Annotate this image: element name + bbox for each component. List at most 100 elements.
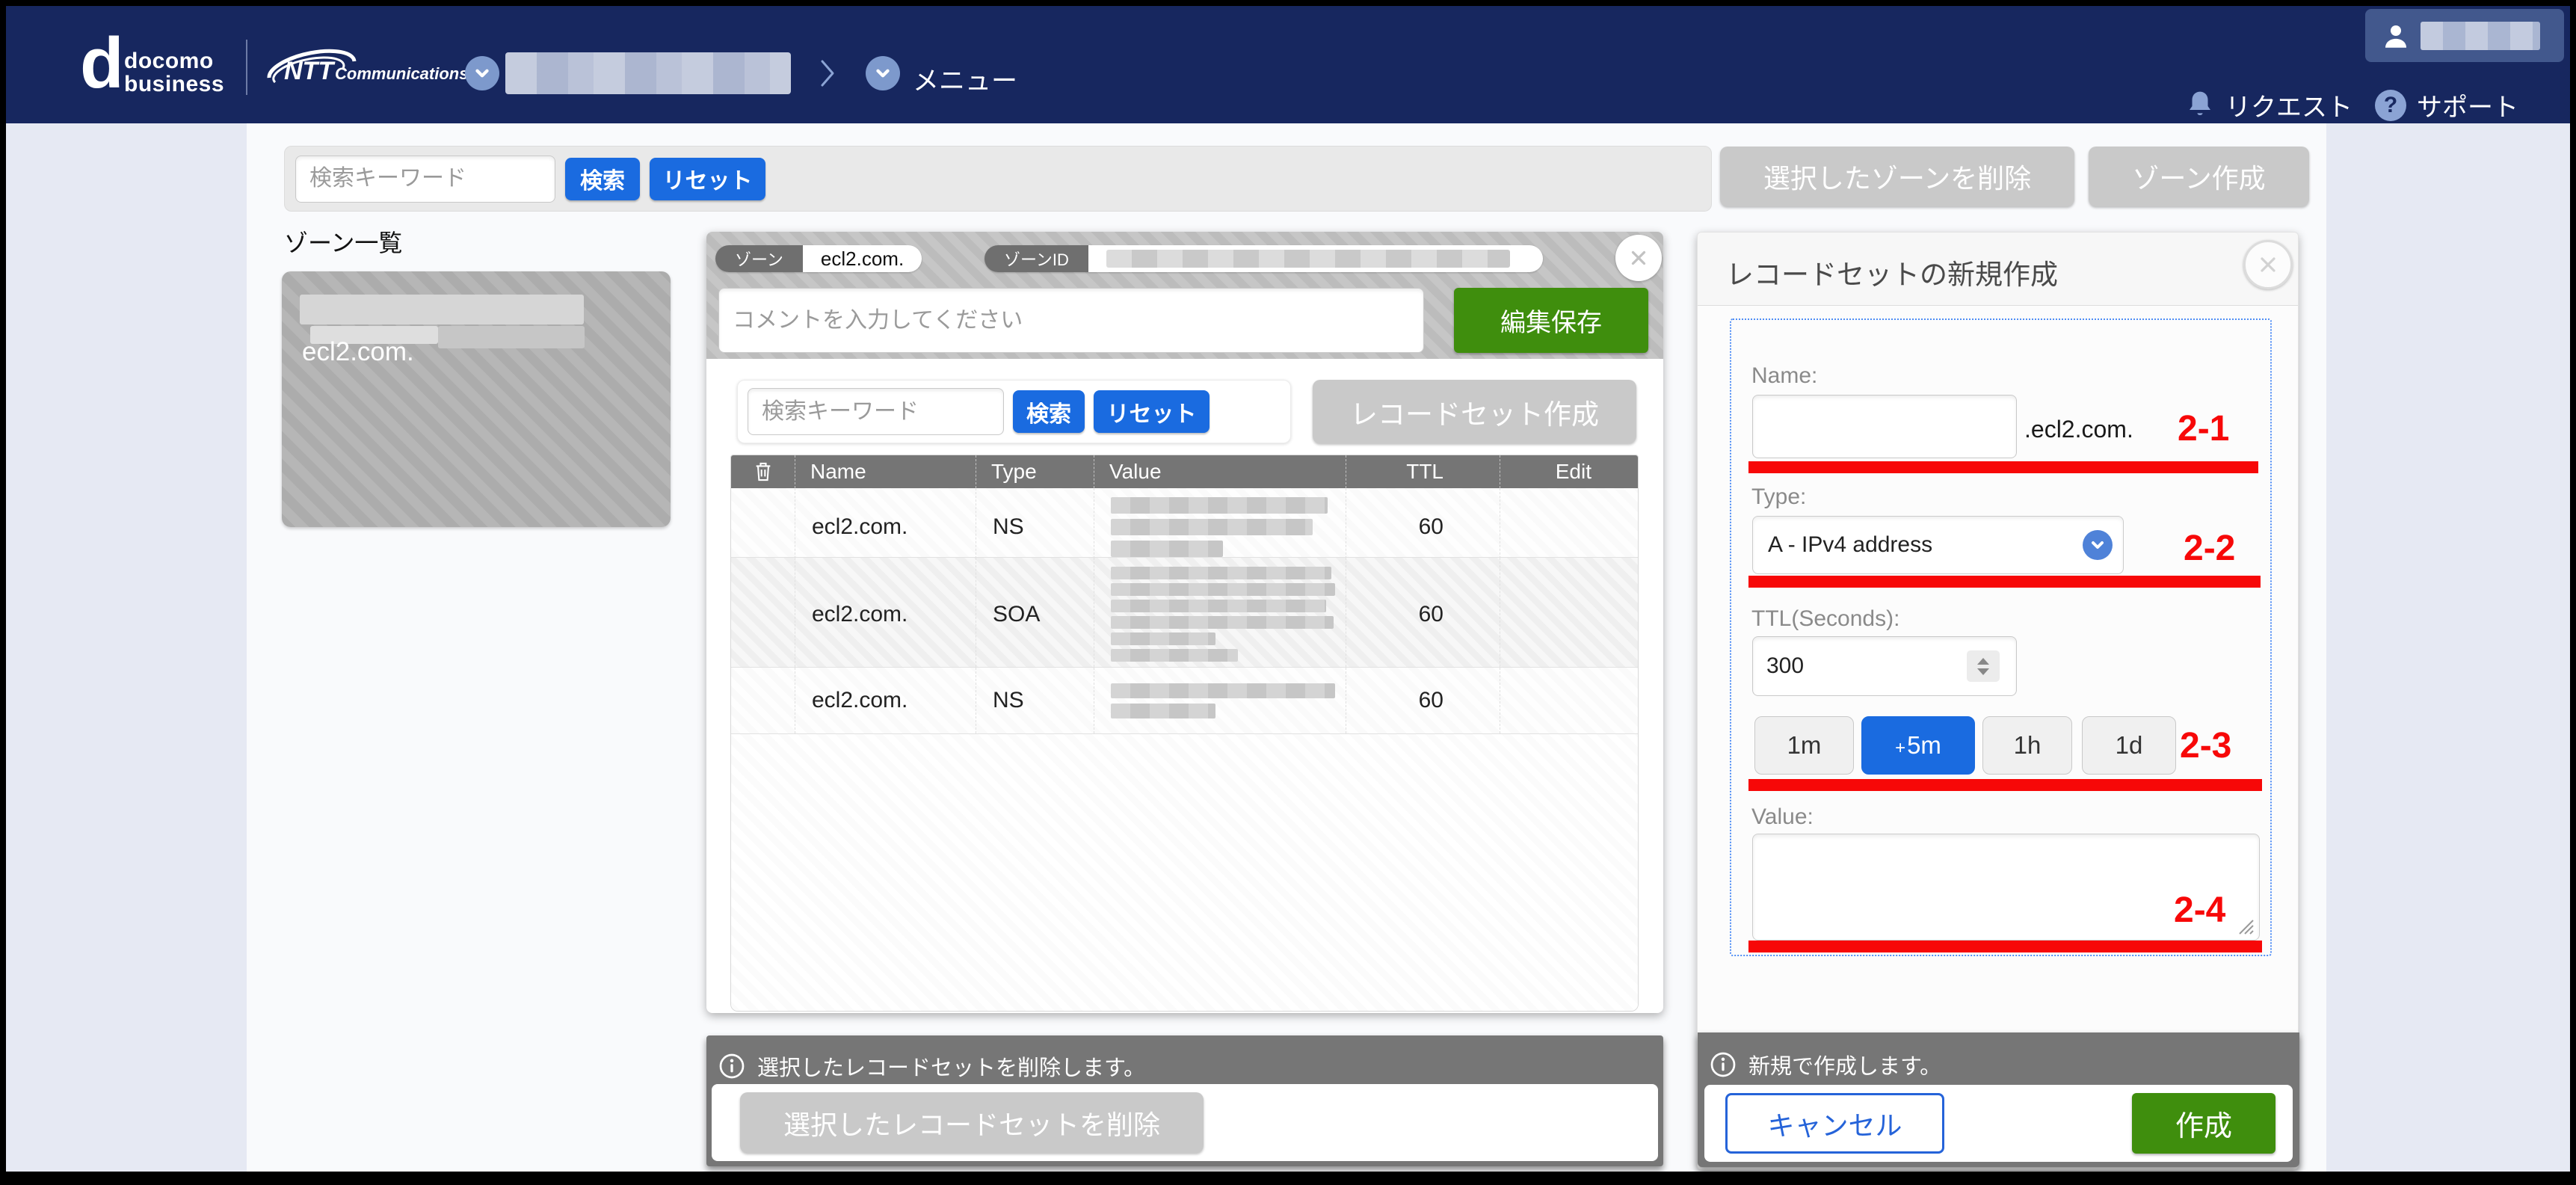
- ttl-shortcut-1d[interactable]: 1d: [2082, 716, 2176, 775]
- zone-card[interactable]: ecl2.com.: [282, 271, 671, 527]
- zone-pill-label: ゾーン: [715, 245, 803, 272]
- delete-selected-recordset-button[interactable]: 選択したレコードセットを削除: [740, 1092, 1204, 1153]
- zone-id-pill-value: [1088, 245, 1543, 272]
- ttl-shortcut-5m-label: 5m: [1907, 731, 1941, 759]
- annotation-2-2: 2-2: [2184, 529, 2236, 568]
- ttl-label: TTL(Seconds):: [1751, 606, 1900, 631]
- cancel-button[interactable]: キャンセル: [1725, 1093, 1944, 1154]
- recordset-search-button[interactable]: 検索: [1013, 390, 1085, 433]
- zone-list-title: ゾーン一覧: [284, 230, 403, 256]
- row-name: ecl2.com.: [795, 668, 976, 733]
- breadcrumb-menu-label[interactable]: メニュー: [913, 67, 1018, 96]
- row-value-redacted: [1094, 488, 1346, 566]
- annotation-2-4: 2-4: [2174, 890, 2226, 930]
- ttl-shortcut-1d-label: 1d: [2115, 731, 2143, 759]
- ttl-stepper[interactable]: [1967, 650, 2000, 682]
- row-type: NS: [976, 668, 1094, 733]
- delete-selected-zone-button[interactable]: 選択したゾーンを削除: [1720, 147, 2074, 206]
- ttl-shortcut-1m-label: 1m: [1787, 731, 1822, 759]
- table-row[interactable]: ecl2.com. SOA 60: [731, 558, 1638, 671]
- ntt-communications-logo: NTT Communications: [263, 48, 468, 90]
- recordset-delete-footer: 選択したレコードセットを削除します。 選択したレコードセットを削除: [706, 1035, 1663, 1166]
- save-edit-button[interactable]: 編集保存: [1454, 288, 1648, 353]
- breadcrumb-dropdown-icon[interactable]: [465, 56, 499, 90]
- row-value-redacted: [1094, 558, 1346, 671]
- user-icon: [2385, 25, 2406, 48]
- column-header-name[interactable]: Name: [795, 455, 976, 488]
- value-label: Value:: [1751, 804, 1814, 829]
- ttl-shortcut-1m[interactable]: 1m: [1754, 716, 1854, 775]
- recordset-reset-button[interactable]: リセット: [1094, 390, 1210, 433]
- user-account-badge[interactable]: [2365, 9, 2564, 62]
- resize-handle-icon[interactable]: [2235, 916, 2255, 935]
- column-header-ttl[interactable]: TTL: [1346, 455, 1500, 488]
- table-row[interactable]: ecl2.com. NS 60: [731, 668, 1638, 734]
- recordset-table: Name Type Value TTL Edit ecl2.com. NS 60: [730, 455, 1639, 1012]
- menu-dropdown-icon[interactable]: [866, 56, 900, 90]
- create-zone-label: ゾーン作成: [2132, 163, 2266, 194]
- breadcrumb-separator-chevron-icon: [821, 60, 834, 87]
- row-select-cell[interactable]: [731, 558, 795, 671]
- recordset-create-actions: キャンセル 作成: [1704, 1085, 2293, 1162]
- row-select-cell[interactable]: [731, 488, 795, 566]
- row-edit-cell[interactable]: [1500, 558, 1638, 671]
- zone-search-input[interactable]: [295, 155, 555, 203]
- table-row[interactable]: ecl2.com. NS 60: [731, 488, 1638, 566]
- recordset-search-input[interactable]: [748, 388, 1004, 435]
- column-header-value[interactable]: Value: [1094, 455, 1346, 488]
- chevron-down-icon: [475, 69, 489, 78]
- ttl-shortcut-1h[interactable]: 1h: [1982, 716, 2072, 775]
- row-name: ecl2.com.: [795, 488, 976, 566]
- stepper-up-icon[interactable]: [1977, 657, 1989, 665]
- create-recordset-button[interactable]: レコードセット作成: [1313, 380, 1636, 443]
- ntt-logo-subtext: Communications: [335, 64, 469, 83]
- recordset-create-header: レコードセットの新規作成: [1698, 233, 2298, 306]
- create-zone-button[interactable]: ゾーン作成: [2089, 147, 2309, 206]
- trash-icon[interactable]: [731, 455, 795, 488]
- recordset-create-close-button[interactable]: [2243, 240, 2293, 289]
- ttl-shortcut-5m[interactable]: + 5m: [1861, 716, 1975, 775]
- row-ttl: 60: [1346, 668, 1500, 733]
- save-edit-label: 編集保存: [1500, 309, 1602, 337]
- row-edit-cell[interactable]: [1500, 668, 1638, 733]
- type-select[interactable]: A - IPv4 address: [1752, 516, 2124, 574]
- annotation-underline-value: [1748, 941, 2262, 952]
- stepper-down-icon[interactable]: [1977, 668, 1989, 675]
- zone-comment-input[interactable]: [718, 288, 1424, 353]
- zone-detail-panel: ゾーン ecl2.com. ゾーンID 編集保存 検索: [706, 232, 1663, 1013]
- zone-reset-button[interactable]: リセット: [650, 157, 765, 200]
- column-header-type[interactable]: Type: [976, 455, 1094, 488]
- value-textarea[interactable]: [1752, 834, 2260, 941]
- row-select-cell[interactable]: [731, 668, 795, 733]
- recordset-delete-note: 選択したレコードセットを削除します。: [718, 1050, 1145, 1082]
- recordset-create-footer: 新規で作成します。 キャンセル 作成: [1698, 1032, 2299, 1167]
- row-edit-cell[interactable]: [1500, 488, 1638, 566]
- ttl-shortcut-1h-label: 1h: [2013, 731, 2042, 759]
- zone-detail-close-button[interactable]: [1615, 235, 1662, 281]
- breadcrumb-redacted-text: [505, 52, 791, 94]
- recordset-create-note: 新規で作成します。: [1710, 1049, 1941, 1080]
- annotation-underline-type: [1748, 576, 2261, 588]
- recordset-reset-label: リセット: [1106, 401, 1197, 427]
- recordset-delete-container: 選択したレコードセットを削除: [712, 1084, 1658, 1161]
- docomo-d-logo-icon: d: [80, 23, 124, 103]
- close-icon: [2261, 257, 2275, 272]
- zone-search-toolbar: 検索 リセット: [284, 146, 1712, 212]
- type-select-value: A - IPv4 address: [1768, 532, 1933, 557]
- ntt-swoosh-icon: [267, 49, 357, 84]
- name-label: Name:: [1751, 363, 1818, 388]
- create-button[interactable]: 作成: [2132, 1093, 2275, 1154]
- annotation-underline-ttl: [1748, 779, 2262, 791]
- create-label: 作成: [2175, 1111, 2232, 1142]
- name-input[interactable]: [1752, 395, 2017, 458]
- column-header-edit[interactable]: Edit: [1500, 455, 1638, 488]
- support-nav-link[interactable]: ? サポート: [2375, 87, 2518, 123]
- row-type: SOA: [976, 558, 1094, 671]
- annotation-underline-name: [1748, 461, 2258, 473]
- requests-nav-link[interactable]: リクエスト: [2185, 87, 2352, 123]
- zone-card-name: ecl2.com.: [302, 337, 414, 366]
- recordset-search-toolbar: 検索 リセット: [737, 380, 1291, 443]
- zone-search-button[interactable]: 検索: [565, 157, 640, 200]
- zone-name-pill: ゾーン ecl2.com.: [715, 245, 922, 272]
- ttl-shortcut-plus-prefix: +: [1895, 738, 1906, 758]
